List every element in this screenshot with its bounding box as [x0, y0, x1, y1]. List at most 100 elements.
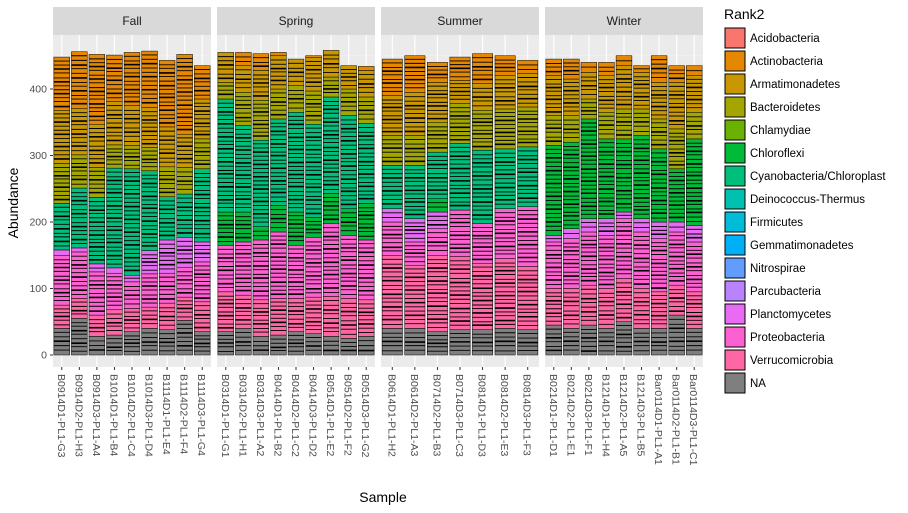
- bar-segment: [71, 247, 88, 253]
- facet-strip-label: Fall: [122, 14, 141, 28]
- legend-item: Chlamydiae: [724, 119, 811, 141]
- x-tick-label: B0814D2-PL1-E3: [498, 374, 510, 456]
- y-tick-label: 100: [29, 283, 47, 295]
- y-tick-label: 0: [41, 350, 47, 362]
- legend-title: Rank2: [724, 6, 765, 22]
- stacked-bar: [633, 65, 650, 356]
- bar-segment: [615, 321, 633, 356]
- bar-segment: [340, 115, 357, 209]
- bar-segment: [123, 52, 141, 106]
- bar-segment: [381, 58, 403, 96]
- bar-segment: [563, 78, 580, 116]
- stacked-bar: [598, 62, 615, 356]
- bar-segment: [598, 62, 615, 76]
- bar-segment: [633, 72, 650, 110]
- legend-label: NA: [750, 378, 766, 390]
- y-tick-label: 400: [29, 84, 47, 96]
- stacked-bar: [517, 60, 539, 356]
- stacked-bar: [217, 52, 234, 356]
- legend-item: Gemmatimonadetes: [724, 234, 854, 256]
- stacked-bar: [358, 66, 375, 356]
- bar-segment: [158, 239, 176, 274]
- legend-item: Nitrospirae: [724, 257, 806, 279]
- bar-segment: [563, 58, 580, 80]
- legend-swatch: [724, 234, 746, 256]
- bar-segment: [563, 288, 580, 329]
- legend-items: Acidobacteria Actinobacteria Armatimonadet…: [724, 27, 886, 394]
- bar-segment: [494, 108, 516, 150]
- bar-segment: [305, 123, 322, 218]
- bar-segment: [194, 241, 211, 263]
- legend-item: Planctomycetes: [724, 303, 831, 325]
- bar-segment: [141, 50, 158, 108]
- bar-segment: [71, 108, 88, 156]
- bar-segment: [580, 284, 598, 326]
- bar-segment: [598, 138, 615, 219]
- bar-segment: [71, 154, 88, 189]
- bar-segment: [71, 298, 88, 319]
- bar-segment: [517, 60, 539, 74]
- facet-strip: [545, 7, 703, 35]
- legend-label: Parcubacteria: [750, 286, 822, 298]
- bar-segment: [88, 54, 106, 125]
- bar-segment: [106, 54, 123, 102]
- bar-segment: [358, 203, 375, 241]
- bar-segment: [235, 294, 252, 329]
- bar-segment: [517, 266, 539, 330]
- x-tick-label: B0914D3-PL1-A4: [90, 374, 102, 456]
- bar-segment: [305, 296, 322, 334]
- bar-segment: [322, 296, 340, 337]
- stacked-bar: [270, 52, 287, 356]
- bar-segment: [305, 333, 322, 356]
- x-tick-label: B0614D2-PL1-A3: [408, 374, 420, 456]
- x-tick-label: Bar0114D2-PL1-B1: [670, 374, 682, 465]
- x-tick-label: B0514D1-PL1-E2: [324, 374, 336, 456]
- legend-item: Bacteroidetes: [724, 96, 821, 118]
- facet-panel: Summer B0614D1-PL1-H2 B0614D2-PL1-A3 B0714D…: [381, 7, 539, 457]
- legend-swatch: [724, 257, 746, 279]
- bar-segment: [158, 126, 176, 168]
- legend-swatch: [724, 349, 746, 371]
- x-tick-label: B0414D2-PL1-C2: [289, 374, 301, 457]
- bar-segment: [252, 299, 270, 337]
- bar-segment: [494, 55, 516, 76]
- bar-segment: [580, 218, 598, 233]
- stacked-bar: [615, 55, 633, 356]
- stacked-bar: [427, 62, 448, 356]
- bar-segment: [545, 241, 562, 289]
- x-tick-label: B0814D1-PL1-D3: [476, 374, 488, 457]
- legend-swatch: [724, 119, 746, 141]
- bar-segment: [650, 291, 668, 329]
- x-tick-label: B0914D1-PL1-G3: [55, 374, 67, 458]
- stacked-bar: [88, 54, 106, 356]
- x-tick-label: Bar0114D1-PL1-A1: [652, 374, 664, 465]
- bar-segment: [194, 168, 211, 243]
- stacked-bar: [472, 53, 493, 356]
- x-tick-label: B0314D3-PL1-A2: [254, 374, 266, 456]
- bar-segment: [305, 55, 322, 58]
- legend-item: Parcubacteria: [724, 280, 822, 302]
- x-tick-label: Bar0114D3-PL1-C1: [687, 374, 699, 466]
- bar-segment: [472, 149, 493, 224]
- x-axis-title: Sample: [359, 489, 407, 505]
- bar-segment: [381, 208, 403, 223]
- stacked-bar: [106, 54, 123, 356]
- bar-segment: [305, 217, 322, 238]
- bar-segment: [217, 82, 234, 100]
- stacked-bar: [176, 54, 193, 356]
- x-tick-label: B1014D2-PL1-C4: [125, 374, 137, 457]
- legend-item: Verrucomicrobia: [724, 349, 834, 371]
- facet-strip: [217, 7, 375, 35]
- legend-swatch: [724, 73, 746, 95]
- legend-item: Proteobacteria: [724, 326, 825, 348]
- stacked-bar: [252, 53, 270, 356]
- bar-segment: [270, 52, 287, 56]
- bar-segment: [449, 209, 471, 257]
- legend-label: Verrucomicrobia: [750, 355, 834, 367]
- bar-segment: [141, 273, 158, 308]
- legend-swatch: [724, 50, 746, 72]
- x-tick-label: B1214D3-PL1-B5: [635, 374, 647, 456]
- bar-segment: [141, 306, 158, 329]
- legend-label: Bacteroidetes: [750, 102, 821, 114]
- legend-label: Acidobacteria: [750, 33, 820, 45]
